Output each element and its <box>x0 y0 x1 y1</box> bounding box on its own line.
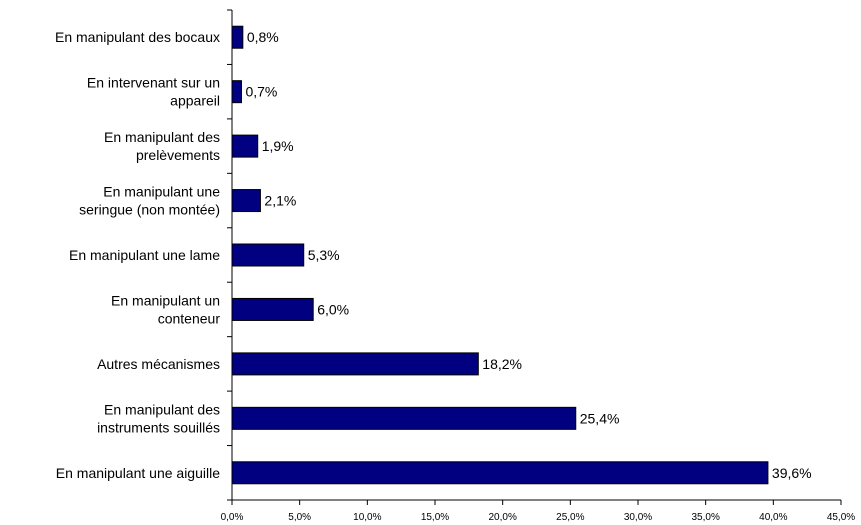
labels-group: 0,8% En manipulant des bocaux 0,7% En inter… <box>55 29 855 523</box>
value-label: 2,1% <box>264 193 296 209</box>
category-label: En manipulant des instruments souillés <box>97 401 220 435</box>
category-label: En manipulant une seringue (non montée) <box>79 184 220 218</box>
x-tick-label: 30,0% <box>624 512 652 523</box>
value-label: 5,3% <box>308 247 340 263</box>
category-label: En intervenant sur un appareil <box>87 75 220 109</box>
x-tick-label: 10,0% <box>353 512 381 523</box>
bar <box>231 406 577 430</box>
x-tick-label: 45,0% <box>827 512 855 523</box>
value-label: 6,0% <box>317 301 349 317</box>
x-tick-label: 35,0% <box>691 512 719 523</box>
x-tick-label: 15,0% <box>421 512 449 523</box>
value-label: 0,8% <box>247 29 279 45</box>
value-label: 25,4% <box>580 410 620 426</box>
x-tick-label: 5,0% <box>288 512 311 523</box>
x-tick-label: 25,0% <box>556 512 584 523</box>
bar <box>231 461 769 485</box>
category-label: En manipulant des bocaux <box>55 29 220 45</box>
value-label: 18,2% <box>482 356 522 372</box>
bar <box>231 297 314 321</box>
bar <box>231 243 305 267</box>
value-label: 1,9% <box>262 138 294 154</box>
category-label: En manipulant une lame <box>69 247 220 263</box>
bar <box>231 80 242 104</box>
value-label: 39,6% <box>772 465 812 481</box>
category-label: En manipulant des prelèvements <box>104 129 220 163</box>
x-tick-label: 0,0% <box>221 512 244 523</box>
category-label: Autres mécanismes <box>97 356 220 372</box>
value-label: 0,7% <box>245 84 277 100</box>
category-label: En manipulant un conteneur <box>111 292 220 326</box>
x-tick-label: 20,0% <box>488 512 516 523</box>
axes-group <box>227 9 842 505</box>
bar <box>231 134 259 158</box>
x-tick-label: 40,0% <box>759 512 787 523</box>
bar <box>231 352 479 376</box>
bars-group <box>231 25 769 485</box>
bar <box>231 25 244 49</box>
category-label: En manipulant une aiguille <box>56 465 220 481</box>
bar <box>231 189 261 213</box>
